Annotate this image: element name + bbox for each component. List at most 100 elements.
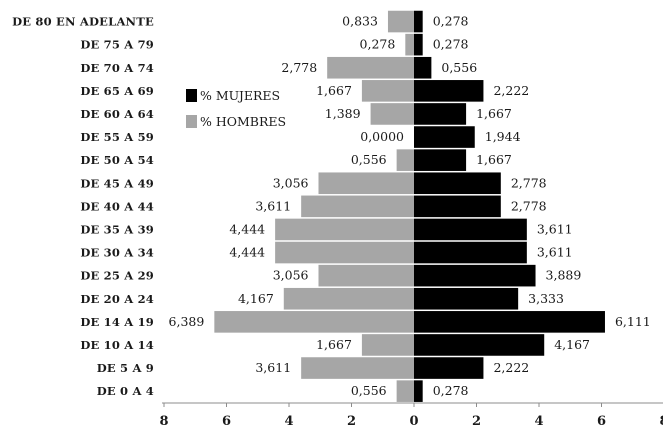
data-label-mujeres: 0,278 bbox=[433, 383, 469, 398]
data-label-hombres: 2,778 bbox=[281, 60, 317, 75]
bar-hombres bbox=[301, 195, 414, 218]
data-label-bg bbox=[352, 35, 400, 54]
x-tick-label: 2 bbox=[472, 414, 481, 429]
data-label-bg bbox=[308, 81, 356, 101]
legend-swatch-hombres bbox=[186, 115, 197, 128]
data-label-bg bbox=[334, 12, 382, 31]
legend-label-mujeres: % MUJERES bbox=[200, 88, 280, 103]
data-label-hombres: 0,833 bbox=[342, 14, 378, 29]
category-label: DE 35 A 39 bbox=[80, 222, 154, 236]
category-label: DE 25 A 29 bbox=[80, 269, 154, 283]
bar-mujeres bbox=[414, 380, 423, 402]
data-label-hombres: 4,444 bbox=[229, 245, 265, 260]
x-tick-label: 6 bbox=[597, 414, 606, 429]
data-label-hombres: 1,667 bbox=[316, 83, 352, 98]
category-label: DE 80 EN ADELANTE bbox=[12, 15, 154, 29]
bar-mujeres bbox=[414, 334, 545, 356]
data-label-hombres: 0,278 bbox=[360, 37, 396, 52]
x-tick-label: 0 bbox=[409, 414, 418, 429]
data-label-hombres: 4,167 bbox=[238, 291, 274, 306]
data-label-bg bbox=[428, 381, 476, 401]
data-label-bg bbox=[472, 104, 520, 124]
data-label-hombres: 3,611 bbox=[255, 360, 291, 375]
bar-mujeres bbox=[414, 10, 423, 33]
data-label-bg bbox=[222, 243, 270, 262]
bar-mujeres bbox=[414, 357, 484, 379]
data-label-mujeres: 6,111 bbox=[615, 314, 651, 329]
bar-mujeres bbox=[414, 172, 501, 195]
data-label-mujeres: 2,778 bbox=[511, 198, 547, 213]
category-label: DE 0 A 4 bbox=[97, 384, 154, 398]
bar-hombres bbox=[283, 287, 414, 310]
data-label-mujeres: 2,222 bbox=[493, 83, 529, 98]
data-label-mujeres: 3,611 bbox=[537, 245, 573, 260]
bar-hombres bbox=[301, 357, 414, 379]
bar-hombres bbox=[275, 218, 414, 241]
category-label: DE 60 A 64 bbox=[80, 107, 154, 121]
data-label-mujeres: 0,556 bbox=[441, 60, 477, 75]
bar-mujeres bbox=[414, 195, 501, 218]
data-label-bg bbox=[265, 173, 313, 193]
data-label-mujeres: 1,667 bbox=[476, 152, 512, 167]
category-label: DE 65 A 69 bbox=[80, 84, 154, 98]
category-label: DE 50 A 54 bbox=[80, 153, 154, 167]
bar-hombres bbox=[370, 103, 414, 125]
data-label-bg bbox=[343, 381, 391, 401]
bar-mujeres bbox=[414, 241, 527, 264]
category-label: DE 40 A 44 bbox=[80, 199, 154, 213]
data-label-bg bbox=[317, 104, 365, 124]
data-label-bg bbox=[353, 127, 408, 147]
bar-mujeres bbox=[414, 311, 605, 333]
bar-mujeres bbox=[414, 149, 467, 171]
data-label-bg bbox=[437, 58, 485, 78]
data-label-bg bbox=[265, 266, 313, 285]
data-label-mujeres: 0,278 bbox=[433, 37, 469, 52]
data-label-bg bbox=[274, 58, 322, 78]
data-label-bg bbox=[541, 266, 589, 285]
legend-swatch-mujeres bbox=[186, 89, 197, 102]
data-label-mujeres: 2,778 bbox=[511, 175, 547, 190]
data-label-bg bbox=[161, 312, 209, 332]
bar-mujeres bbox=[414, 126, 475, 148]
category-label: DE 55 A 59 bbox=[80, 130, 154, 144]
data-label-bg bbox=[428, 35, 476, 54]
category-label: DE 10 A 14 bbox=[80, 338, 154, 352]
data-label-bg bbox=[428, 12, 476, 31]
data-label-bg bbox=[524, 289, 572, 309]
category-label: DE 20 A 24 bbox=[80, 292, 154, 306]
data-label-mujeres: 3,333 bbox=[528, 291, 564, 306]
data-label-hombres: 0,556 bbox=[351, 383, 387, 398]
bar-mujeres bbox=[414, 33, 423, 56]
data-label-hombres: 3,056 bbox=[273, 268, 309, 283]
category-label: DE 14 A 19 bbox=[80, 315, 154, 329]
data-label-bg bbox=[532, 243, 580, 262]
x-tick-label: 4 bbox=[284, 414, 293, 429]
data-label-bg bbox=[248, 358, 296, 378]
bar-hombres bbox=[405, 33, 414, 56]
data-label-bg bbox=[506, 173, 554, 193]
data-label-bg bbox=[480, 127, 528, 147]
bar-mujeres bbox=[414, 103, 467, 125]
data-label-mujeres: 1,944 bbox=[485, 129, 521, 144]
category-label: DE 30 A 34 bbox=[80, 246, 154, 260]
x-tick-label: 8 bbox=[159, 414, 168, 429]
legend-label-hombres: % HOMBRES bbox=[200, 114, 286, 129]
data-label-bg bbox=[506, 197, 554, 216]
data-label-bg bbox=[472, 150, 520, 170]
category-label: DE 70 A 74 bbox=[80, 61, 154, 75]
category-label: DE 5 A 9 bbox=[97, 361, 154, 375]
data-label-hombres: 3,056 bbox=[273, 175, 309, 190]
bar-hombres bbox=[396, 380, 414, 402]
category-label: DE 75 A 79 bbox=[80, 38, 154, 52]
bar-mujeres bbox=[414, 264, 536, 287]
bar-mujeres bbox=[414, 218, 527, 241]
data-label-mujeres: 0,278 bbox=[433, 14, 469, 29]
data-label-bg bbox=[230, 289, 278, 309]
data-label-hombres: 6,389 bbox=[169, 314, 205, 329]
data-label-hombres: 3,611 bbox=[255, 198, 291, 213]
bar-hombres bbox=[361, 334, 414, 356]
data-label-mujeres: 3,611 bbox=[537, 221, 573, 236]
data-label-hombres: 1,667 bbox=[316, 337, 352, 352]
